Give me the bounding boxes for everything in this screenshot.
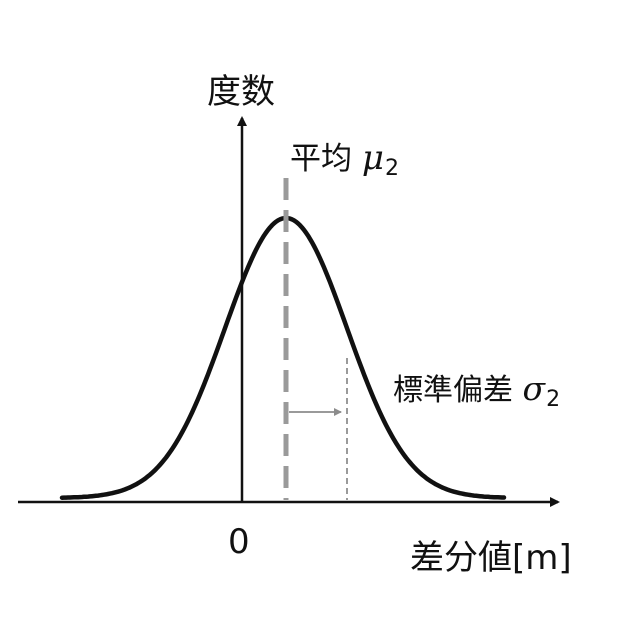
x-axis-label: 差分値[m] (410, 530, 572, 579)
std-dev-symbol: σ (523, 369, 546, 408)
mean-label-text: 平均 (290, 141, 352, 177)
origin-label: 0 (228, 522, 250, 562)
mean-label: 平均 μ2 (290, 133, 399, 178)
mean-symbol: μ (362, 138, 384, 178)
std-dev-subscript: 2 (546, 387, 560, 412)
y-axis-label: 度数 (207, 64, 275, 113)
std-dev-label-text: 標準偏差 (393, 373, 513, 408)
mean-subscript: 2 (385, 156, 399, 181)
normal-distribution-curve (62, 218, 504, 498)
std-dev-label: 標準偏差 σ2 (393, 365, 560, 409)
